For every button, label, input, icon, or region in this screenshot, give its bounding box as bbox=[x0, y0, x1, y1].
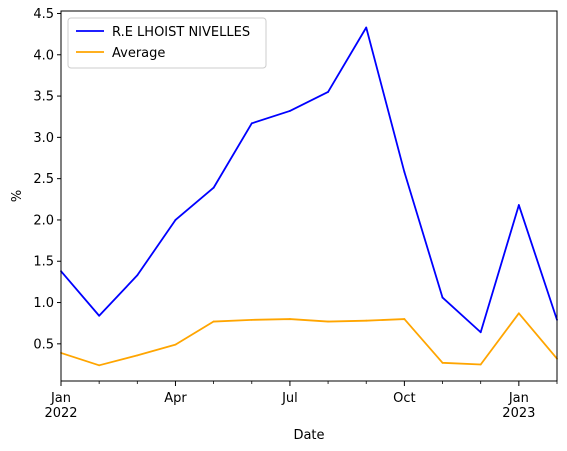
series-1-point bbox=[403, 171, 406, 173]
series-1-point bbox=[479, 331, 482, 334]
plot-frame bbox=[60, 10, 558, 382]
series-2-point bbox=[365, 319, 368, 322]
series-1-point bbox=[289, 110, 291, 112]
series-1-point bbox=[517, 204, 520, 206]
series-1-point bbox=[327, 91, 329, 93]
x-tick-label: Jul bbox=[281, 391, 298, 406]
x-tick-label: Jan bbox=[50, 391, 71, 406]
series-2-point bbox=[174, 343, 177, 346]
series-line-2 bbox=[60, 312, 558, 367]
series-2-point bbox=[289, 318, 291, 320]
y-tick-label: 1.0 bbox=[33, 296, 54, 311]
y-axis-label: % bbox=[10, 190, 25, 202]
series-1-point bbox=[212, 186, 215, 189]
legend-label-series-2: Average bbox=[112, 46, 165, 61]
series-line-1 bbox=[60, 26, 558, 334]
series-1-point bbox=[136, 274, 139, 277]
x-tick-sublabel: 2022 bbox=[44, 406, 77, 421]
y-tick-label: 3.5 bbox=[33, 90, 54, 105]
series-2-point bbox=[403, 318, 406, 320]
x-tick-label: Jan bbox=[508, 391, 529, 406]
series-layer bbox=[60, 26, 558, 367]
x-tick-sublabel: 2023 bbox=[502, 406, 535, 421]
series-1-point bbox=[441, 296, 444, 299]
series-1-point bbox=[250, 122, 253, 125]
series-2-point bbox=[250, 318, 253, 321]
series-2-point bbox=[98, 364, 101, 367]
x-tick-label: Apr bbox=[164, 391, 187, 406]
y-tick-label: 2.0 bbox=[33, 213, 54, 228]
series-2-point bbox=[441, 361, 444, 364]
series-2-point bbox=[327, 320, 329, 323]
legend-box bbox=[67, 17, 267, 69]
series-2-point bbox=[479, 363, 482, 366]
y-tick-label: 1.5 bbox=[33, 255, 54, 270]
series-2-point bbox=[136, 354, 139, 357]
legend: R.E LHOIST NIVELLES Average bbox=[67, 17, 267, 69]
series-1-point bbox=[174, 219, 177, 221]
x-tick-label: Oct bbox=[393, 391, 415, 406]
y-tick-label: 4.5 bbox=[33, 7, 54, 22]
y-tick-label: 4.0 bbox=[33, 48, 54, 63]
series-1-point bbox=[98, 314, 101, 317]
series-1-point bbox=[365, 26, 368, 29]
y-tick-label: 2.5 bbox=[33, 172, 54, 187]
legend-label-series-1: R.E LHOIST NIVELLES bbox=[112, 25, 250, 40]
y-tick-label: 0.5 bbox=[33, 337, 54, 352]
series-2-point bbox=[517, 312, 520, 315]
x-axis-label: Date bbox=[293, 428, 324, 443]
series-2-point bbox=[212, 320, 215, 323]
y-tick-label: 3.0 bbox=[33, 131, 54, 146]
